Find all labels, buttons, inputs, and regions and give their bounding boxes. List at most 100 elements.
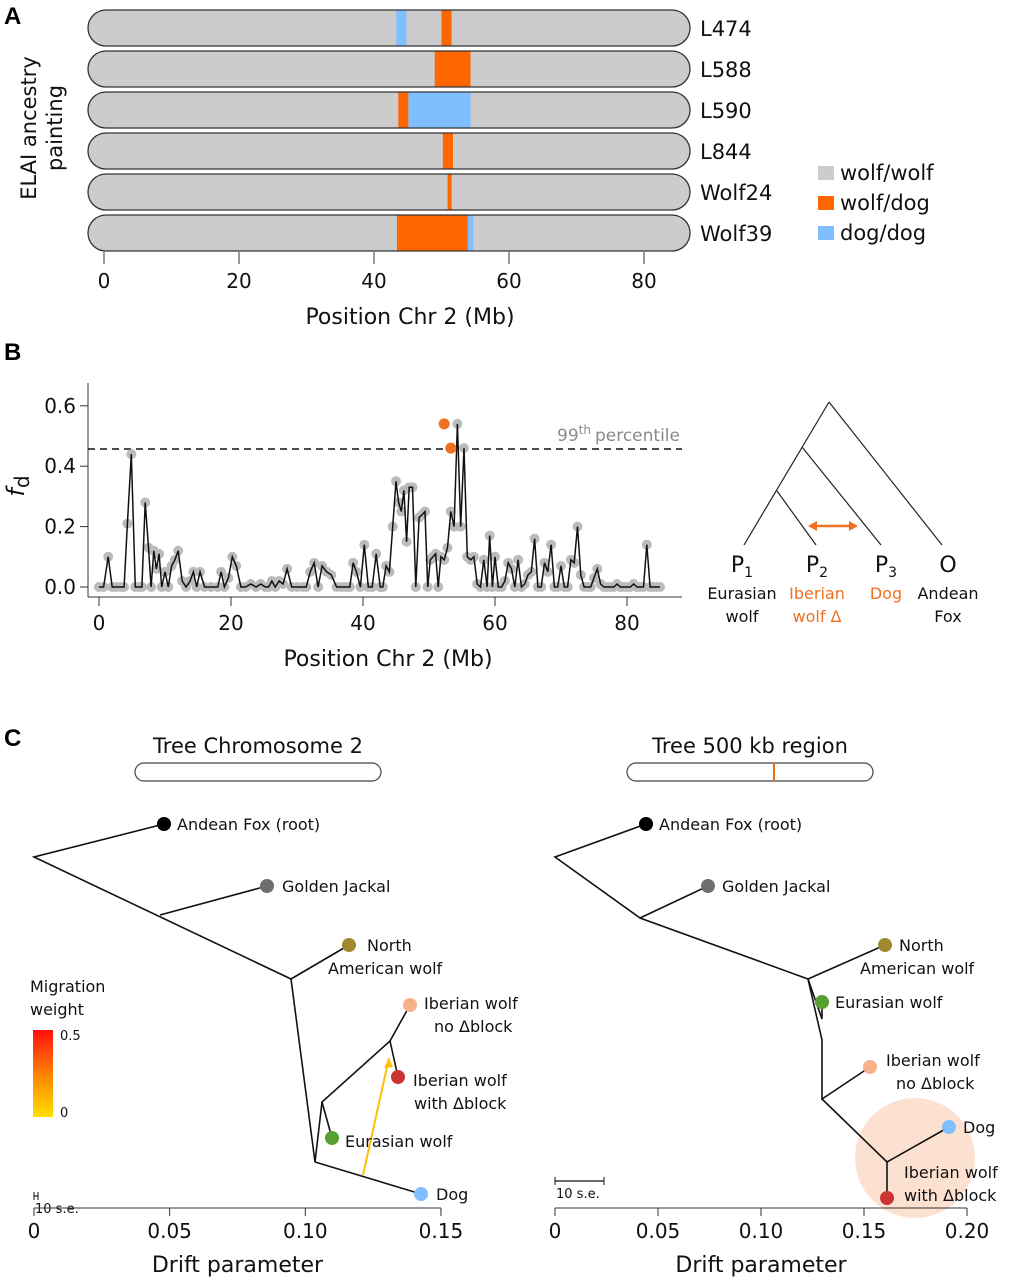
legend-label: wolf/wolf (840, 161, 934, 185)
node-symbol-letter: P (731, 553, 744, 578)
leaf-label-line2: no Δblock (896, 1074, 975, 1093)
tree-branch (314, 1161, 422, 1195)
tree-x-tick-label: 0.15 (419, 1219, 464, 1243)
tree-xlabel: Drift parameter (675, 1253, 847, 1278)
tree-leaf: Iberian wolf with Δblock (880, 1163, 998, 1205)
migration-legend-min: 0 (60, 1106, 68, 1121)
x-tick-label: 60 (482, 611, 507, 635)
migration-legend-max: 0.5 (60, 1029, 81, 1044)
tree-leaf: Iberian wolf with Δblock (391, 1070, 507, 1113)
tick-label: 80 (631, 269, 656, 293)
tree-leaf: Eurasian wolf (325, 1131, 453, 1151)
segment-wolf-dog (396, 215, 468, 251)
segment-dog-dog (467, 215, 474, 251)
individual-label: L590 (700, 99, 752, 123)
panel-letter-a: A (4, 3, 21, 30)
chromosome-bar (88, 10, 690, 46)
leaf-label-line1: Andean Fox (root) (659, 815, 802, 834)
tick-label: 0 (98, 269, 111, 293)
legend-swatch (818, 166, 834, 180)
node-symbol-subscript: 2 (819, 565, 828, 581)
fd-xlabel: Position Chr 2 (Mb) (283, 647, 492, 672)
ancestry-legend: wolf/wolf wolf/dog dog/dog (818, 161, 934, 245)
leaf-label-line1: Eurasian wolf (835, 993, 943, 1012)
leaf-label-line1: Dog (436, 1185, 468, 1204)
node-symbol-subscript: 3 (888, 565, 897, 581)
tree-x-tick-label: 0.15 (842, 1219, 887, 1243)
chromosome-bar (88, 51, 690, 87)
leaf-node (863, 1060, 877, 1074)
segment-dog-dog (396, 10, 407, 46)
diagram-node: P3 Dog (870, 553, 902, 603)
leaf-node (815, 995, 829, 1009)
node-label-line1: Iberian (789, 584, 845, 603)
chromosome-outline (87, 50, 691, 88)
highlighted-point (445, 442, 457, 454)
tree-branch-p3 (801, 446, 882, 546)
leaf-label-line2: with Δblock (904, 1186, 997, 1205)
segment-dog-dog (408, 92, 471, 128)
panel-a-ylabel-line1: ELAI ancestry (17, 56, 41, 200)
node-label-line2: Fox (934, 607, 961, 626)
tree-x-tick-label: 0.10 (283, 1219, 328, 1243)
tree-chromosome-2: Tree Chromosome 2 Andean Fox (root) Golden… (28, 734, 518, 1278)
migration-edge (362, 1057, 390, 1176)
node-label-line1: Eurasian (707, 584, 776, 603)
diagram-node: P2 Iberian wolf Δ (789, 553, 845, 626)
node-symbol: P2 (806, 553, 828, 581)
tick-label: 40 (361, 269, 386, 293)
tree-leaf: Golden Jackal (701, 877, 830, 896)
leaf-label-line1: Dog (963, 1118, 995, 1137)
leaf-node (701, 879, 715, 893)
leaf-label-line1: Eurasian wolf (345, 1132, 453, 1151)
tree-branch-p1 (743, 401, 830, 546)
chromosome-L474: L474 (87, 9, 752, 47)
leaf-label-line1: Iberian wolf (904, 1163, 998, 1182)
segment-wolf-dog (442, 133, 453, 169)
highlighted-point (438, 418, 450, 430)
migration-legend-title-2: weight (30, 1000, 84, 1019)
leaf-label-line1: Iberian wolf (886, 1051, 980, 1070)
fd-ylabel: fd (2, 475, 34, 496)
tree-leaf: Dog (414, 1185, 468, 1204)
panel-letter-c: C (4, 725, 21, 752)
leaf-label-line2: American wolf (328, 959, 443, 978)
leaf-node (878, 938, 892, 952)
segment-wolf-dog (434, 51, 471, 87)
tree-leaf: Andean Fox (root) (157, 815, 320, 834)
chromosome-bar (88, 133, 690, 169)
tree-branch (159, 885, 268, 916)
panel-letter-b: B (4, 339, 21, 366)
node-symbol-letter: O (939, 553, 956, 578)
individual-label: Wolf24 (700, 181, 772, 205)
panel-a-ylabel-line2: painting (43, 85, 67, 171)
scale-bar-label: 10 s.e. (556, 1187, 600, 1202)
leaf-node (880, 1191, 894, 1205)
legend-label: wolf/dog (840, 191, 930, 215)
introgression-arrow (808, 521, 858, 531)
percentile-number: 99 (557, 426, 579, 446)
data-point (484, 530, 495, 541)
tree-leaf: Dog (942, 1118, 995, 1137)
fd-chart: 0.0 0.2 0.4 0.6 0 20 40 60 80 (44, 383, 682, 635)
migration-arrowhead (384, 1058, 393, 1068)
legend-swatch (818, 226, 834, 240)
tree-x-tick-label: 0.05 (636, 1219, 681, 1243)
tick-label: 20 (226, 269, 251, 293)
panel-a-xlabel: Position Chr 2 (Mb) (305, 305, 514, 330)
leaf-node (403, 998, 417, 1012)
leaf-node (639, 817, 653, 831)
leaf-node (414, 1187, 428, 1201)
node-symbol: P3 (875, 553, 897, 581)
leaf-node (391, 1070, 405, 1084)
leaf-node (157, 817, 171, 831)
tree-branch (807, 978, 871, 1101)
fd-line (99, 423, 660, 590)
tree-leaf: Iberian wolf no Δblock (403, 994, 518, 1036)
chromosome-outline (87, 91, 691, 129)
diagram-node: P1 Eurasian wolf (707, 553, 776, 626)
segment-wolf-dog (398, 92, 409, 128)
chromosome-outline (87, 214, 691, 252)
segments (442, 133, 453, 169)
tree-leaf: Golden Jackal (260, 877, 390, 896)
